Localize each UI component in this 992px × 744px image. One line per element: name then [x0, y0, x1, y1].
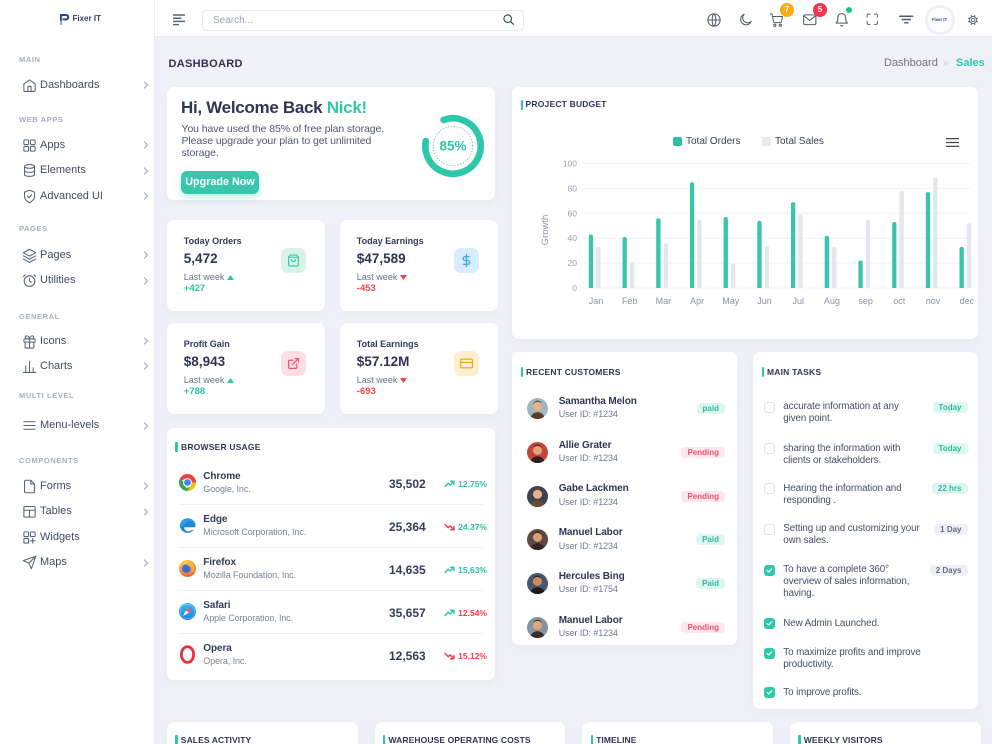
svg-text:Jan: Jan [589, 296, 604, 306]
svg-text:Aug: Aug [824, 296, 840, 306]
svg-text:May: May [722, 296, 740, 306]
svg-text:Jun: Jun [757, 296, 772, 306]
svg-text:oct: oct [893, 296, 906, 306]
svg-text:100: 100 [563, 159, 577, 169]
svg-text:40: 40 [568, 233, 578, 243]
svg-text:Apr: Apr [690, 296, 704, 306]
svg-text:0: 0 [572, 283, 577, 293]
svg-text:Growth: Growth [540, 215, 551, 246]
svg-text:sep: sep [858, 296, 873, 306]
svg-text:85%: 85% [439, 139, 466, 154]
svg-text:Mar: Mar [656, 296, 672, 306]
svg-text:80: 80 [568, 183, 578, 193]
svg-text:Jul: Jul [792, 296, 804, 306]
svg-text:60: 60 [568, 208, 578, 218]
svg-text:Feb: Feb [622, 296, 638, 306]
svg-text:20: 20 [568, 258, 578, 268]
svg-text:nov: nov [926, 296, 941, 306]
svg-text:dec: dec [959, 296, 974, 306]
